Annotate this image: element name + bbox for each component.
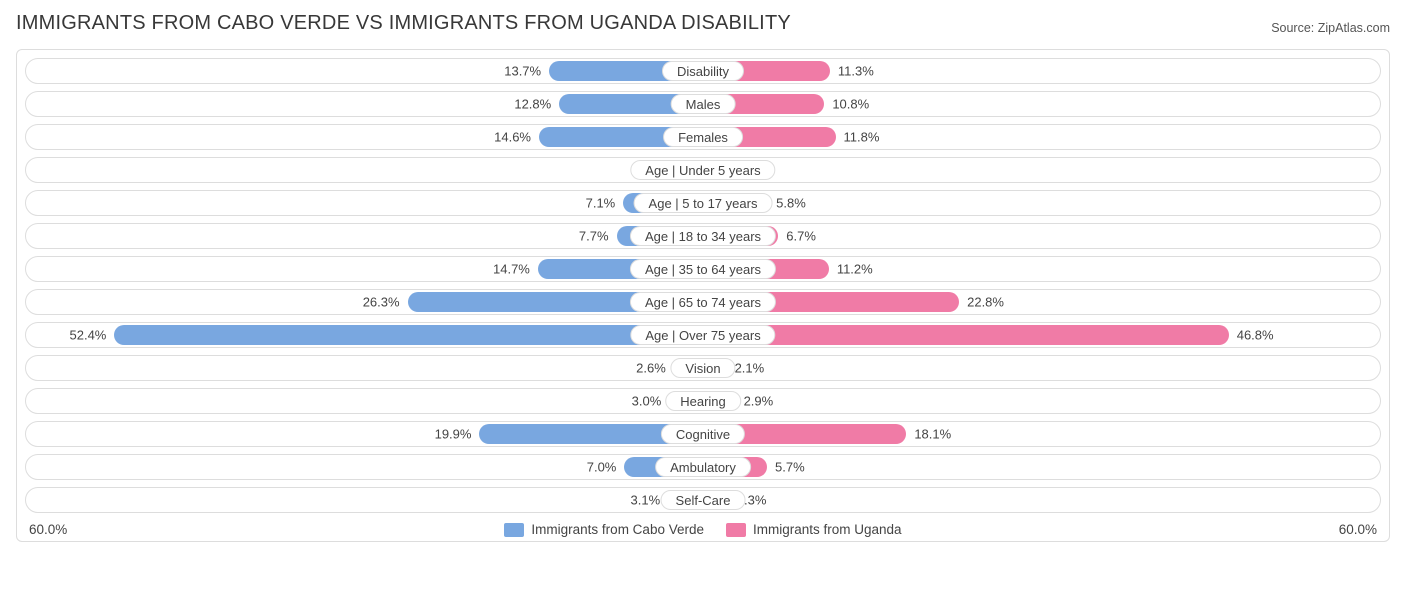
- value-left: 14.7%: [493, 262, 530, 277]
- value-right: 5.7%: [775, 460, 805, 475]
- chart-row: 14.6% 11.8% Females: [25, 124, 1381, 150]
- category-label: Cognitive: [661, 424, 745, 444]
- source-name[interactable]: ZipAtlas.com: [1318, 21, 1390, 35]
- chart-title: IMMIGRANTS FROM CABO VERDE VS IMMIGRANTS…: [16, 12, 791, 35]
- chart-row: 19.9% 18.1% Cognitive: [25, 421, 1381, 447]
- legend-item-left: Immigrants from Cabo Verde: [504, 522, 704, 537]
- chart-source: Source: ZipAtlas.com: [1271, 21, 1390, 35]
- value-right: 2.9%: [744, 394, 774, 409]
- value-right: 10.8%: [832, 97, 869, 112]
- chart-row: 12.8% 10.8% Males: [25, 91, 1381, 117]
- chart-row: 3.0% 2.9%Hearing: [25, 388, 1381, 414]
- value-right: 18.1%: [914, 427, 951, 442]
- category-label: Age | Over 75 years: [630, 325, 775, 345]
- value-left: 12.8%: [514, 97, 551, 112]
- legend-swatch-right: [726, 523, 746, 537]
- category-label: Self-Care: [661, 490, 746, 510]
- chart-row: 52.4% 46.8% Age | Over 75 years: [25, 322, 1381, 348]
- category-label: Age | 65 to 74 years: [630, 292, 776, 312]
- value-left: 2.6%: [636, 361, 666, 376]
- chart-row: 1.7%1.1%Age | Under 5 years: [25, 157, 1381, 183]
- value-left: 13.7%: [504, 64, 541, 79]
- value-right: 22.8%: [967, 295, 1004, 310]
- chart-row: 14.7% 11.2% Age | 35 to 64 years: [25, 256, 1381, 282]
- category-label: Age | 35 to 64 years: [630, 259, 776, 279]
- category-label: Hearing: [665, 391, 741, 411]
- value-right: 2.1%: [735, 361, 765, 376]
- value-left: 19.9%: [435, 427, 472, 442]
- axis-max-left: 60.0%: [29, 522, 67, 537]
- value-right: 11.2%: [837, 262, 873, 277]
- value-right: 46.8%: [1237, 328, 1274, 343]
- legend-label-left: Immigrants from Cabo Verde: [531, 522, 704, 537]
- value-left: 3.1%: [631, 493, 661, 508]
- value-right: 11.8%: [844, 130, 880, 145]
- chart-footer: 60.0% Immigrants from Cabo Verde Immigra…: [25, 520, 1381, 537]
- value-left: 52.4%: [70, 328, 107, 343]
- category-label: Vision: [670, 358, 735, 378]
- category-label: Ambulatory: [655, 457, 751, 477]
- category-label: Age | 18 to 34 years: [630, 226, 776, 246]
- category-label: Disability: [662, 61, 744, 81]
- value-right: 6.7%: [786, 229, 816, 244]
- chart-row: 7.1% 5.8%Age | 5 to 17 years: [25, 190, 1381, 216]
- value-right: 5.8%: [776, 196, 806, 211]
- value-left: 14.6%: [494, 130, 531, 145]
- value-left: 3.0%: [632, 394, 662, 409]
- legend-label-right: Immigrants from Uganda: [753, 522, 902, 537]
- value-right: 11.3%: [838, 64, 874, 79]
- source-label: Source:: [1271, 21, 1318, 35]
- legend: Immigrants from Cabo Verde Immigrants fr…: [504, 522, 901, 537]
- chart-row: 13.7% 11.3% Disability: [25, 58, 1381, 84]
- axis-max-right: 60.0%: [1339, 522, 1377, 537]
- value-left: 7.0%: [587, 460, 617, 475]
- category-label: Males: [671, 94, 736, 114]
- diverging-bar-chart: 13.7% 11.3% Disability 12.8% 10.8% Males 14.6%…: [16, 49, 1390, 542]
- chart-row: 26.3% 22.8% Age | 65 to 74 years: [25, 289, 1381, 315]
- value-left: 7.1%: [586, 196, 616, 211]
- chart-row: 7.0% 5.7% Ambulatory: [25, 454, 1381, 480]
- category-label: Age | Under 5 years: [630, 160, 775, 180]
- value-left: 26.3%: [363, 295, 400, 310]
- value-left: 7.7%: [579, 229, 609, 244]
- category-label: Age | 5 to 17 years: [634, 193, 773, 213]
- legend-swatch-left: [504, 523, 524, 537]
- chart-row: 7.7% 6.7% Age | 18 to 34 years: [25, 223, 1381, 249]
- category-label: Females: [663, 127, 743, 147]
- chart-header: IMMIGRANTS FROM CABO VERDE VS IMMIGRANTS…: [16, 12, 1390, 35]
- chart-row: 2.6% 2.1%Vision: [25, 355, 1381, 381]
- bar-right: [703, 325, 1229, 345]
- bar-left: [114, 325, 703, 345]
- legend-item-right: Immigrants from Uganda: [726, 522, 902, 537]
- chart-row: 3.1%2.3%Self-Care: [25, 487, 1381, 513]
